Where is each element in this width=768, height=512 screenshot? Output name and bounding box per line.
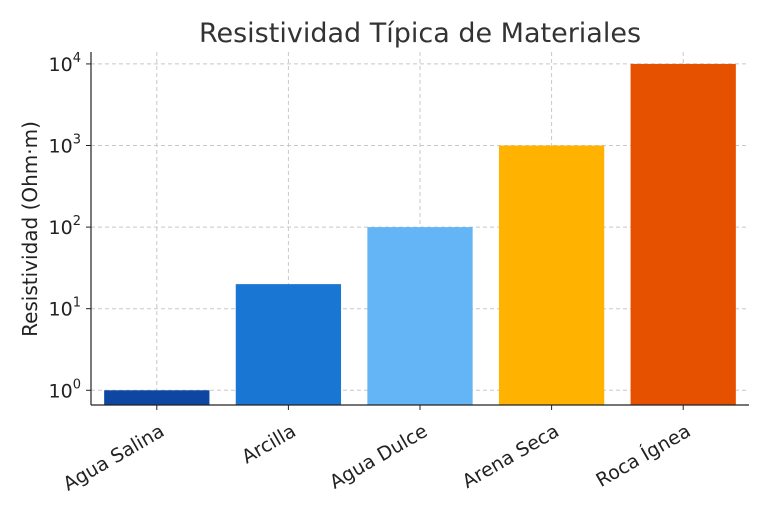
y-tick-base: 10 (49, 380, 73, 402)
y-tick-label: 100 (49, 377, 81, 402)
bar (498, 145, 605, 406)
bars (104, 63, 736, 406)
x-tick-label: Agua Salina (59, 420, 168, 495)
bar (104, 390, 210, 405)
bar (630, 63, 736, 405)
y-axis-label: Resistividad (Ohm·m) (18, 121, 42, 337)
x-tick-labels: Agua Salina Arcilla Agua Dulce Arena Seca Ro… (59, 419, 694, 495)
x-tick-label: Roca Ígnea (592, 419, 695, 491)
y-tick-base: 10 (49, 217, 73, 239)
y-tick-label: 101 (49, 296, 81, 321)
bar (367, 227, 473, 405)
x-tick-label: Agua Dulce (326, 420, 431, 493)
y-tick-exponent: 3 (73, 133, 81, 148)
y-tick-label: 103 (49, 133, 81, 158)
y-tick-base: 10 (49, 136, 73, 158)
y-tick-base: 10 (49, 299, 73, 321)
x-tick-label: Arcilla (238, 420, 300, 468)
y-tick-exponent: 0 (73, 377, 81, 392)
y-tick-exponent: 1 (73, 296, 81, 311)
y-tick-exponent: 2 (73, 214, 81, 229)
chart-title: Resistividad Típica de Materiales (199, 18, 641, 49)
bar (235, 284, 342, 405)
y-tick-exponent: 4 (73, 51, 81, 66)
axes (86, 52, 749, 410)
y-tick-label: 104 (49, 51, 81, 76)
y-tick-base: 10 (49, 54, 73, 76)
x-tick-label: Arena Seca (459, 420, 563, 493)
y-tick-label: 102 (49, 214, 81, 239)
